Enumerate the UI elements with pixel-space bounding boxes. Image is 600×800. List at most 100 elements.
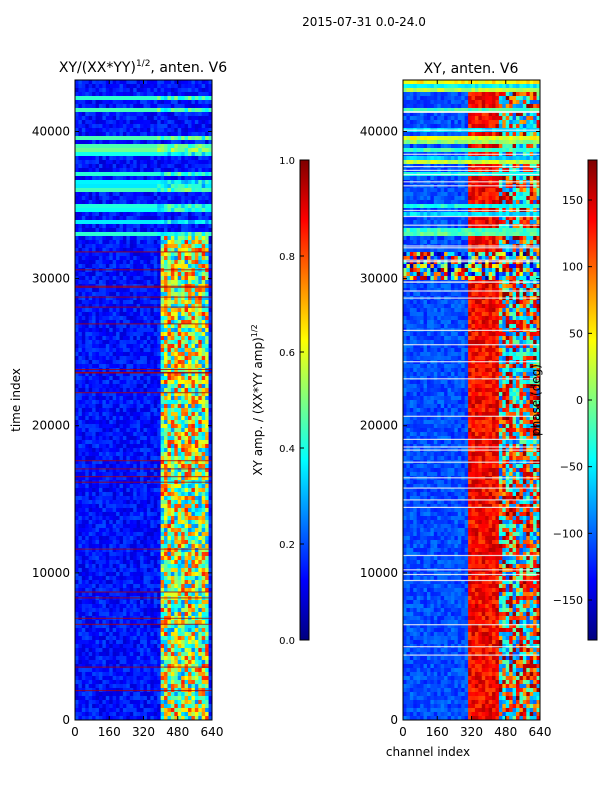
heat-cell bbox=[194, 140, 199, 145]
heat-cell bbox=[98, 572, 103, 577]
heat-cell bbox=[167, 276, 172, 281]
heat-cell bbox=[116, 132, 120, 137]
heat-cell bbox=[160, 552, 165, 557]
heat-cell bbox=[157, 228, 162, 233]
heat-cell bbox=[205, 456, 209, 461]
heat-cell bbox=[92, 152, 96, 157]
heat-cell bbox=[205, 236, 209, 241]
heat-cell bbox=[174, 440, 179, 445]
heat-cell bbox=[146, 444, 151, 449]
heat-cell bbox=[201, 224, 206, 229]
heat-cell bbox=[92, 528, 96, 533]
heat-cell bbox=[88, 144, 93, 149]
heat-cell bbox=[112, 500, 117, 505]
heat-cell bbox=[78, 372, 83, 377]
heat-cell bbox=[205, 340, 209, 345]
heat-cell bbox=[116, 108, 120, 113]
heat-cell bbox=[116, 336, 120, 341]
heat-cell bbox=[85, 360, 90, 365]
heat-cell bbox=[85, 440, 90, 445]
heat-cell bbox=[116, 164, 120, 169]
heat-cell bbox=[105, 504, 110, 509]
heat-cell bbox=[136, 280, 141, 285]
heat-cell bbox=[181, 404, 185, 409]
heat-cell bbox=[194, 84, 199, 89]
heat-cell bbox=[116, 572, 120, 577]
heat-cell bbox=[150, 572, 155, 577]
heat-cell bbox=[191, 288, 196, 293]
heat-cell bbox=[205, 404, 209, 409]
heat-cell bbox=[140, 372, 144, 377]
heat-cell bbox=[75, 476, 79, 481]
heat-cell bbox=[81, 400, 86, 405]
heat-cell bbox=[98, 144, 103, 149]
heat-cell bbox=[102, 156, 107, 161]
heat-cell bbox=[78, 180, 83, 185]
heat-cell bbox=[129, 308, 134, 313]
heat-cell bbox=[75, 312, 79, 317]
heat-cell bbox=[88, 488, 93, 493]
heat-cell bbox=[170, 256, 175, 261]
heat-cell bbox=[98, 152, 103, 157]
heat-cell bbox=[150, 148, 155, 153]
heat-cell bbox=[122, 256, 127, 261]
heat-cell bbox=[98, 200, 103, 205]
heat-cell bbox=[188, 476, 192, 481]
heat-cell bbox=[95, 168, 100, 173]
heat-cell bbox=[88, 296, 93, 301]
heat-cell bbox=[119, 120, 124, 125]
heat-cell bbox=[146, 372, 151, 377]
heat-cell bbox=[198, 560, 203, 565]
heat-cell bbox=[136, 448, 141, 453]
heat-cell bbox=[157, 432, 162, 437]
heat-cell bbox=[205, 384, 209, 389]
heat-cell bbox=[167, 472, 172, 477]
heat-cell bbox=[208, 116, 212, 121]
heat-cell bbox=[85, 404, 90, 409]
heat-cell bbox=[136, 372, 141, 377]
heat-cell bbox=[170, 452, 175, 457]
heat-cell bbox=[85, 116, 90, 121]
heat-cell bbox=[112, 104, 117, 109]
heat-cell bbox=[177, 516, 182, 521]
heat-cell bbox=[78, 552, 83, 557]
heat-cell bbox=[126, 448, 131, 453]
heat-cell bbox=[88, 532, 93, 537]
heat-cell bbox=[129, 488, 134, 493]
heat-cell bbox=[167, 348, 172, 353]
heat-cell bbox=[143, 308, 148, 313]
heat-cell bbox=[112, 188, 117, 193]
heat-cell bbox=[112, 296, 117, 301]
heat-cell bbox=[98, 128, 103, 133]
heat-cell bbox=[205, 528, 209, 533]
heat-cell bbox=[181, 204, 185, 209]
heat-cell bbox=[122, 384, 127, 389]
heat-cell bbox=[160, 456, 165, 461]
heat-cell bbox=[198, 524, 203, 529]
heat-cell bbox=[177, 236, 182, 241]
heat-cell bbox=[116, 292, 120, 297]
heat-cell bbox=[170, 536, 175, 541]
heat-cell bbox=[140, 456, 144, 461]
heat-cell bbox=[164, 504, 168, 509]
heat-cell bbox=[81, 296, 86, 301]
heat-cell bbox=[160, 220, 165, 225]
heat-cell bbox=[153, 496, 158, 501]
heat-cell bbox=[143, 472, 148, 477]
heat-cell bbox=[140, 132, 144, 137]
heat-cell bbox=[75, 440, 79, 445]
heat-cell bbox=[133, 124, 138, 129]
heat-cell bbox=[174, 560, 179, 565]
heat-cell bbox=[112, 372, 117, 377]
heat-cell bbox=[105, 276, 110, 281]
heat-cell bbox=[95, 136, 100, 141]
heat-cell bbox=[75, 528, 79, 533]
heat-cell bbox=[81, 464, 86, 469]
heat-cell bbox=[191, 124, 196, 129]
heat-cell bbox=[105, 180, 110, 185]
heat-cell bbox=[116, 84, 120, 89]
heat-cell bbox=[126, 392, 131, 397]
heat-cell bbox=[92, 348, 96, 353]
heat-cell bbox=[157, 120, 162, 125]
heat-cell bbox=[126, 296, 131, 301]
